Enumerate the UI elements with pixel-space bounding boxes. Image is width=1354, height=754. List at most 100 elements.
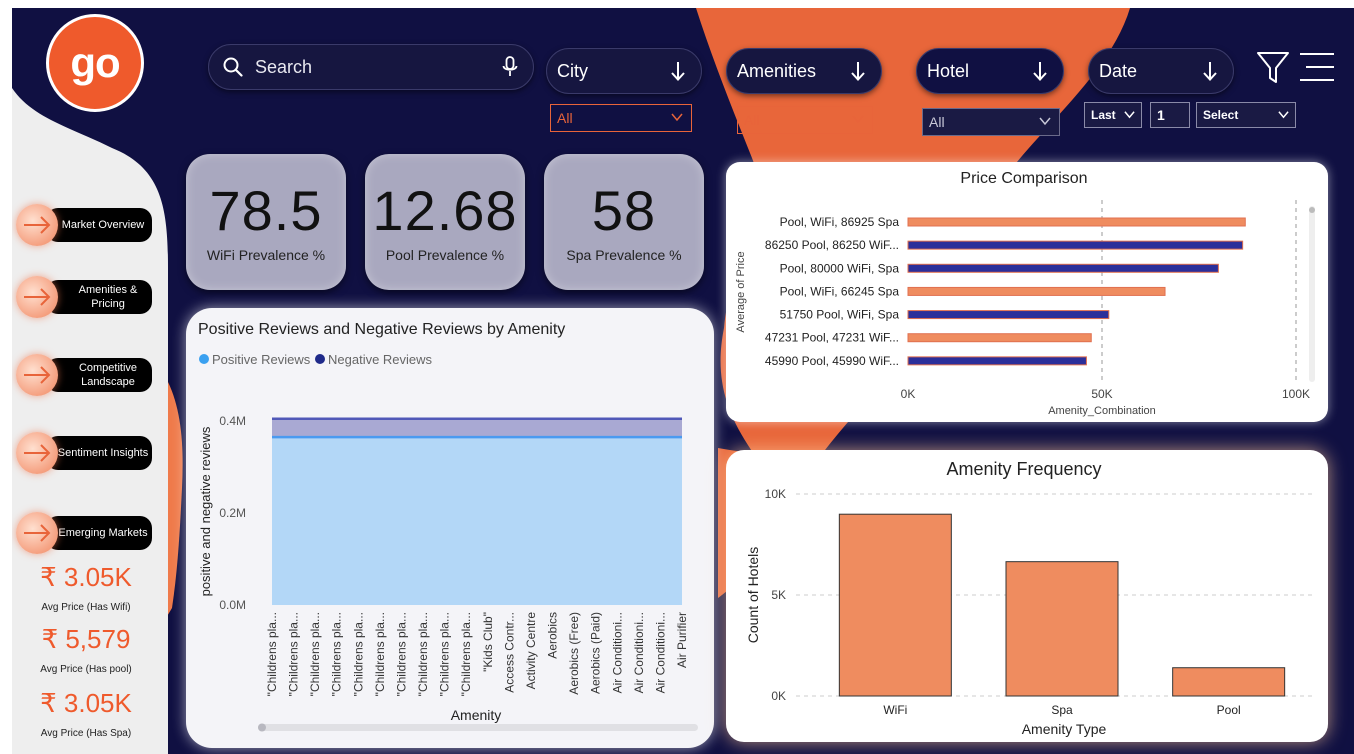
nav-arrow-button[interactable] — [16, 512, 58, 554]
date-unit-dropdown[interactable]: Select — [1196, 102, 1296, 128]
x-tick-label: "Childrens pla... — [416, 612, 430, 696]
negative-reviews-area — [272, 418, 682, 438]
dashboard-canvas: go Search City Amenities Hotel Date All … — [12, 8, 1354, 754]
nav-arrow-button[interactable] — [16, 354, 58, 396]
y-tick-label: 0K — [771, 689, 786, 703]
nav-arrow-button[interactable] — [16, 276, 58, 318]
vertical-scrollbar — [1309, 206, 1315, 382]
avg-price-pool-label: Avg Price (Has pool) — [40, 664, 132, 675]
arrow-right-icon — [24, 524, 51, 542]
search-input[interactable]: Search — [255, 56, 313, 77]
nav-arrow-button[interactable] — [16, 204, 58, 246]
filter-icon[interactable] — [1256, 50, 1290, 86]
legend-label: Negative Reviews — [328, 352, 433, 367]
date-count-input[interactable]: 1 — [1150, 102, 1190, 128]
logo-text: go — [70, 39, 120, 86]
scrollbar-handle — [1309, 207, 1315, 213]
chevron-down-icon — [852, 115, 864, 124]
y-tick-label: 86250 Pool, 86250 WiF... — [765, 238, 899, 252]
arrow-right-icon — [24, 366, 51, 384]
y-tick-label: 0.0M — [219, 598, 246, 612]
hotel-slicer-button[interactable]: Hotel — [916, 48, 1064, 94]
x-tick-label: Activity Centre — [524, 612, 538, 690]
arrow-right-icon — [24, 288, 51, 306]
microphone-icon[interactable] — [501, 56, 519, 78]
hamburger-menu-icon[interactable] — [1298, 50, 1336, 84]
chevron-down-icon — [671, 113, 683, 122]
chart-title: Positive Reviews and Negative Reviews by… — [198, 321, 565, 338]
y-tick-label: 5K — [771, 588, 786, 602]
x-axis-label: Amenity — [451, 707, 502, 723]
nav-label[interactable]: Competitive Landscape — [46, 358, 152, 392]
nav-label[interactable]: Emerging Markets — [46, 516, 152, 550]
logo[interactable]: go — [46, 14, 144, 112]
x-tick-label: "Childrens pla... — [438, 612, 452, 696]
x-tick-label: 0K — [901, 387, 916, 401]
avg-price-wifi-label: Avg Price (Has Wifi) — [41, 602, 131, 613]
y-axis-label: Average of Price — [735, 251, 747, 332]
chevron-down-icon — [1278, 111, 1289, 119]
city-slicer-button[interactable]: City — [546, 48, 702, 94]
nav-arrow-button[interactable] — [16, 432, 58, 474]
chevron-down-icon — [1039, 117, 1051, 126]
x-tick-label: "Childrens pla... — [373, 612, 387, 696]
bar — [907, 310, 1110, 320]
nav-sentiment-insights[interactable]: Sentiment Insights — [16, 432, 152, 474]
nav-label[interactable]: Amenities & Pricing — [46, 280, 152, 314]
nav-emerging-markets[interactable]: Emerging Markets — [16, 512, 152, 554]
kpi-card-spa: 58 Spa Prevalence % — [544, 154, 704, 290]
amenities-dropdown[interactable]: All — [737, 106, 873, 134]
arrow-down-icon — [1203, 62, 1217, 81]
x-tick-label: Air Conditioni... — [632, 612, 646, 693]
bar — [907, 217, 1246, 227]
y-tick-label: Pool, WiFi, 86925 Spa — [780, 215, 900, 229]
avg-price-wifi-value: ₹ 3.05K — [40, 562, 132, 592]
nav-label[interactable]: Market Overview — [46, 208, 152, 242]
city-dropdown-value: All — [557, 110, 573, 126]
scrollbar-handle — [258, 723, 266, 732]
x-tick-label: Aerobics — [546, 612, 560, 659]
kpi-value: 78.5 — [209, 179, 323, 242]
search-bar[interactable]: Search — [208, 44, 534, 90]
x-tick-label: "Childrens pla... — [459, 612, 473, 696]
city-dropdown[interactable]: All — [550, 104, 692, 132]
kpi-card-wifi: 78.5 WiFi Prevalence % — [186, 154, 346, 290]
nav-market-overview[interactable]: Market Overview — [16, 204, 152, 246]
x-tick-label: "Childrens pla... — [308, 612, 322, 696]
y-tick-label: 10K — [765, 487, 786, 501]
date-slicer-button[interactable]: Date — [1088, 48, 1234, 94]
x-tick-label: Spa — [1051, 703, 1073, 717]
amenities-slicer-button[interactable]: Amenities — [726, 48, 882, 94]
bar — [1005, 561, 1119, 697]
x-tick-label: "Kids Club" — [481, 612, 495, 672]
chevron-down-icon — [1124, 111, 1135, 119]
hotel-dropdown-value: All — [929, 114, 945, 130]
chart-title: Price Comparison — [960, 170, 1087, 187]
city-label: City — [557, 60, 588, 81]
y-tick-label: Pool, 80000 WiFi, Spa — [780, 261, 900, 275]
arrow-down-icon — [1033, 62, 1047, 81]
y-tick-label: 51750 Pool, WiFi, Spa — [780, 308, 900, 322]
nav-label[interactable]: Sentiment Insights — [46, 436, 152, 470]
legend-label: Positive Reviews — [212, 352, 311, 367]
date-mode-dropdown[interactable]: Last — [1084, 102, 1142, 128]
y-tick-label: Pool, WiFi, 66245 Spa — [780, 284, 900, 298]
x-tick-label: "Childrens pla... — [330, 612, 344, 696]
y-tick-label: 45990 Pool, 45990 WiF... — [765, 354, 899, 368]
legend-marker — [199, 354, 209, 364]
kpi-label: Pool Prevalence % — [385, 247, 505, 263]
x-tick-label: Air Purifier — [675, 612, 689, 668]
chart-title: Amenity Frequency — [946, 459, 1101, 479]
horizontal-scrollbar — [258, 724, 698, 731]
avg-price-pool-value: ₹ 5,579 — [41, 624, 131, 654]
hotel-dropdown[interactable]: All — [922, 108, 1060, 136]
x-tick-label: Pool — [1217, 703, 1241, 717]
nav-competitive-landscape[interactable]: Competitive Landscape — [16, 354, 152, 396]
kpi-value: 12.68 — [372, 179, 518, 242]
kpi-label: WiFi Prevalence % — [206, 247, 326, 263]
kpi-value: 58 — [591, 179, 657, 242]
price-comparison-panel: Price Comparison 0K 50K 100K Amenity_Combina… — [726, 162, 1328, 422]
y-axis-label: Count of Hotels — [745, 547, 761, 644]
nav-amenities-pricing[interactable]: Amenities & Pricing — [16, 276, 152, 318]
positive-reviews-area — [272, 437, 682, 605]
